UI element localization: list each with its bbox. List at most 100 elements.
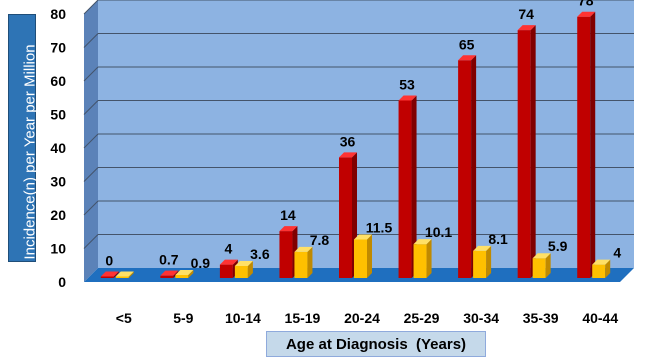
x-tick-label: 25-29 — [404, 310, 440, 326]
bar-top — [100, 271, 119, 277]
data-label: 11.5 — [366, 219, 393, 235]
x-tick-label: 5-9 — [173, 310, 193, 326]
data-label: 8.1 — [488, 231, 508, 247]
x-axis-title: Age at Diagnosis (Years) — [285, 335, 467, 353]
gridline-slant — [83, 234, 99, 249]
bar — [294, 251, 308, 278]
bar — [592, 264, 606, 278]
bar-top — [234, 260, 253, 266]
x-tick-label: 30-34 — [463, 310, 499, 326]
bar — [398, 100, 412, 278]
bar-side — [471, 55, 477, 278]
bar — [532, 258, 546, 278]
bar-top — [339, 152, 357, 158]
x-tick-label: 20-24 — [344, 310, 380, 326]
bar-top — [532, 253, 551, 259]
bar — [339, 157, 352, 278]
bar — [279, 231, 293, 278]
x-tick-label: 35-39 — [523, 310, 559, 326]
bar — [175, 274, 189, 278]
gridline-slant — [83, 167, 99, 182]
gridline-slant — [83, 200, 99, 216]
data-label: 7.8 — [310, 232, 330, 248]
bar-top — [398, 95, 417, 101]
y-tick-label: 20 — [50, 207, 66, 223]
data-label: 0.7 — [159, 252, 179, 268]
bar-top — [115, 271, 134, 277]
bar-side — [411, 95, 417, 278]
y-axis-title: Incidence(n) per Year per Million — [21, 44, 39, 260]
x-tick-label: <5 — [116, 310, 132, 326]
bar-side — [188, 269, 194, 278]
bar — [234, 265, 248, 278]
x-tick-label: 15-19 — [285, 310, 321, 326]
bar-top — [577, 11, 596, 17]
bar-top — [219, 259, 238, 265]
bar — [354, 239, 367, 278]
bar-side — [605, 259, 611, 278]
bar — [219, 264, 233, 278]
bar-side — [307, 246, 313, 278]
bar-side — [545, 253, 551, 278]
y-tick-label: 70 — [50, 40, 66, 56]
bar-top — [279, 226, 298, 232]
y-axis-title-box: Incidence(n) per Year per Million — [8, 14, 39, 262]
gridline-slant — [83, 66, 99, 82]
bar — [473, 250, 487, 278]
bar-side — [247, 260, 253, 278]
gridline-slant — [83, 100, 99, 115]
bar-top — [517, 25, 536, 31]
y-tick-label: 80 — [50, 6, 66, 22]
bar-side — [486, 245, 492, 278]
bar-top — [160, 270, 179, 276]
bar-top — [354, 234, 372, 240]
data-label: 5.9 — [548, 238, 568, 254]
bar-side — [426, 239, 432, 278]
gridline-slant — [83, 0, 99, 15]
x-tick-label: 40-44 — [582, 310, 618, 326]
bar-top — [413, 239, 432, 245]
data-label: 10.1 — [425, 224, 452, 240]
data-label: 78 — [578, 0, 594, 9]
bar-side — [530, 25, 536, 278]
data-label: 0.9 — [191, 255, 211, 271]
bar — [160, 275, 174, 278]
data-label: 53 — [399, 76, 415, 92]
data-label: 14 — [280, 207, 296, 223]
x-tick-label: 10-14 — [225, 310, 261, 326]
data-label: 74 — [518, 6, 534, 22]
data-label: 3.6 — [250, 246, 270, 262]
data-label: 0 — [105, 253, 113, 269]
y-tick-label: 30 — [50, 174, 66, 190]
y-tick-label: 50 — [50, 107, 66, 123]
bar — [517, 30, 531, 278]
y-tick-label: 40 — [50, 140, 66, 156]
bar-side — [113, 271, 119, 278]
bar — [413, 244, 427, 278]
y-tick-label: 10 — [50, 241, 66, 257]
y-tick-label: 60 — [50, 73, 66, 89]
bar-top — [473, 245, 492, 251]
bar-side — [128, 271, 134, 278]
bar — [577, 16, 591, 278]
x-axis-title-box: Age at Diagnosis (Years) — [266, 331, 486, 357]
bar-side — [590, 11, 596, 278]
data-label: 65 — [459, 36, 475, 52]
bar-side — [367, 234, 372, 278]
bar-top — [592, 259, 611, 265]
bar-top — [175, 269, 194, 275]
data-label: 36 — [340, 133, 356, 149]
y-tick-label: 0 — [58, 274, 66, 290]
data-label: 4 — [613, 245, 621, 261]
bar — [458, 60, 472, 278]
bar-top — [294, 246, 313, 252]
data-label: 4 — [224, 241, 232, 257]
bar — [100, 276, 114, 278]
bar-top — [458, 55, 477, 61]
gridline-slant — [83, 133, 99, 149]
bar — [115, 276, 129, 278]
bar-side — [173, 270, 179, 278]
gridline-slant — [83, 33, 99, 48]
